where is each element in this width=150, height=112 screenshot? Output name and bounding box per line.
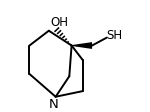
Text: N: N	[49, 98, 59, 111]
Text: SH: SH	[106, 29, 122, 42]
Text: OH: OH	[51, 16, 69, 29]
Polygon shape	[72, 42, 92, 49]
